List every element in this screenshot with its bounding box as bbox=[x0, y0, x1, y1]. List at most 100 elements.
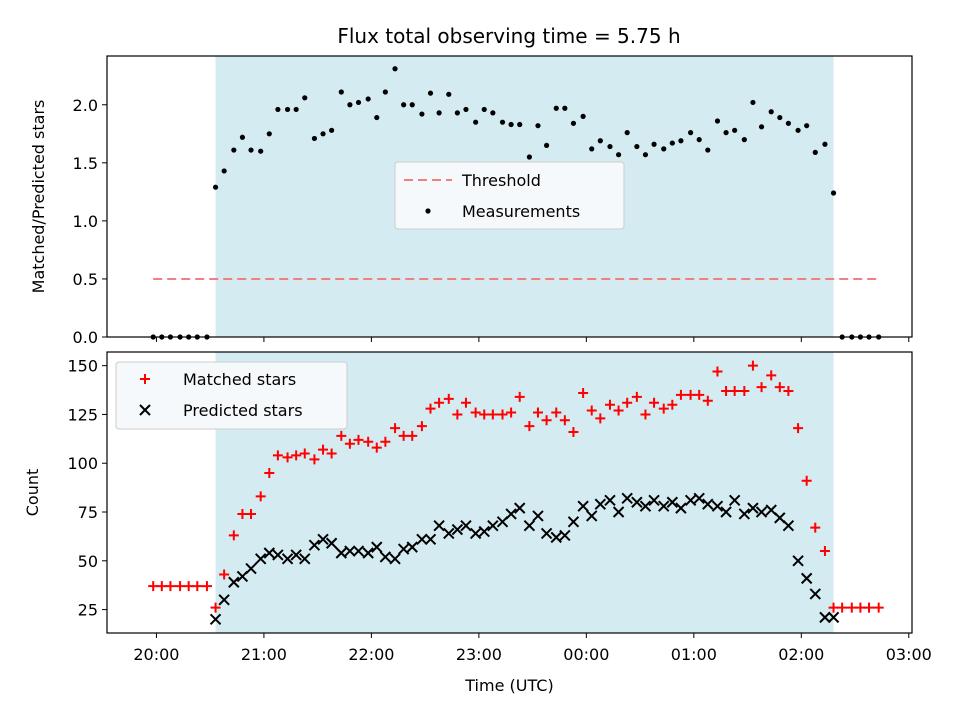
matched-stars-point bbox=[228, 530, 239, 541]
x-tick-label: 01:00 bbox=[671, 645, 717, 664]
x-tick-label: 02:00 bbox=[778, 645, 824, 664]
legend-matched-swatch bbox=[140, 374, 150, 384]
matched-stars-point bbox=[479, 409, 490, 420]
matched-stars-point bbox=[371, 442, 382, 453]
measurements-point bbox=[723, 130, 729, 136]
measurements-point bbox=[409, 102, 415, 108]
predicted-stars-point bbox=[218, 594, 230, 606]
measurements-point bbox=[355, 99, 362, 106]
y-tick-label: 2.0 bbox=[73, 96, 98, 115]
matched-stars-point bbox=[640, 409, 651, 420]
predicted-stars-point bbox=[738, 508, 751, 520]
chart-title: Flux total observing time = 5.75 h bbox=[337, 24, 680, 48]
top-axes-frame bbox=[106, 55, 913, 338]
matched-stars-point bbox=[828, 602, 839, 613]
matched-stars-point bbox=[460, 397, 471, 408]
predicted-stars-point bbox=[559, 529, 571, 542]
predicted-stars-point bbox=[245, 562, 257, 575]
y-tick-label: 75 bbox=[78, 503, 98, 522]
matched-stars-point bbox=[192, 581, 203, 592]
matched-stars-point bbox=[443, 393, 454, 404]
predicted-stars-point bbox=[604, 494, 616, 507]
matched-stars-point bbox=[291, 450, 302, 461]
matched-stars-point bbox=[255, 491, 266, 502]
matched-stars-point bbox=[363, 436, 374, 447]
predicted-stars-point bbox=[658, 500, 670, 512]
measurements-point bbox=[535, 123, 541, 129]
predicted-stars-point bbox=[621, 492, 633, 505]
predicted-stars-point bbox=[594, 498, 607, 510]
measurements-point bbox=[624, 130, 630, 136]
predicted-stars-point bbox=[299, 553, 311, 565]
predicted-stars-point bbox=[532, 510, 544, 522]
predicted-stars-point bbox=[819, 611, 831, 624]
measurements-point bbox=[607, 143, 613, 150]
bottom-panel: 25 50 75 100 125 150 20:00 21:00 22:00 23:00 00:0… bbox=[23, 351, 932, 695]
matched-stars-point bbox=[514, 391, 525, 402]
legend-predicted-swatch bbox=[139, 404, 151, 416]
matched-stars-point bbox=[739, 386, 750, 397]
matched-stars-point bbox=[568, 427, 579, 438]
predicted-stars-point bbox=[272, 549, 284, 561]
matched-stars-point bbox=[685, 389, 696, 400]
y-tick-label: 125 bbox=[67, 405, 98, 424]
measurements-point bbox=[311, 135, 318, 142]
matched-stars-point bbox=[756, 382, 767, 393]
measurements-point bbox=[320, 131, 326, 137]
predicted-stars-point bbox=[433, 519, 445, 532]
predicted-stars-point bbox=[281, 553, 294, 565]
y-tick-label: 100 bbox=[67, 454, 98, 473]
matched-stars-point bbox=[675, 389, 686, 400]
matched-stars-point bbox=[774, 382, 785, 393]
predicted-stars-point bbox=[809, 588, 821, 600]
measurements-point bbox=[714, 118, 721, 124]
matched-stars-point bbox=[326, 448, 337, 459]
matched-stars-point bbox=[631, 391, 642, 402]
measurements-point bbox=[553, 105, 559, 111]
bottom-legend: Matched stars Predicted stars bbox=[115, 361, 348, 430]
matched-stars-point bbox=[559, 415, 570, 426]
predicted-stars-point bbox=[720, 506, 732, 518]
measurements-point bbox=[687, 130, 694, 136]
y-tick-label: 150 bbox=[67, 357, 98, 376]
matched-stars-point bbox=[702, 395, 713, 406]
measurements-point bbox=[543, 142, 550, 149]
measurements-point bbox=[446, 91, 452, 97]
measurements-point bbox=[221, 168, 227, 174]
matched-stars-point bbox=[622, 397, 633, 408]
predicted-stars-point bbox=[827, 611, 840, 624]
y-tick-label: 25 bbox=[78, 601, 98, 620]
measurements-point bbox=[517, 121, 523, 128]
measurements-point bbox=[473, 119, 479, 125]
top-legend: Threshold Measurements bbox=[394, 161, 625, 230]
measurements-point bbox=[597, 138, 603, 144]
predicted-stars-point bbox=[254, 553, 267, 565]
matched-stars-point bbox=[586, 405, 597, 416]
bottom-x-ticks: 20:00 21:00 22:00 23:00 00:00 01:00 02:00 03:00 bbox=[133, 633, 932, 664]
predicted-stars-point bbox=[711, 500, 724, 512]
measurements-point bbox=[732, 127, 738, 133]
predicted-stars-point bbox=[586, 510, 598, 522]
measurements-point bbox=[481, 106, 487, 113]
y-tick-label: 50 bbox=[78, 552, 98, 571]
measurements-point bbox=[419, 111, 425, 117]
measurements-point bbox=[589, 146, 595, 152]
y-tick-label: 0.0 bbox=[73, 328, 98, 347]
top-plot-marks bbox=[150, 66, 882, 340]
x-tick-label: 00:00 bbox=[563, 645, 609, 664]
matched-stars-point bbox=[309, 454, 320, 465]
matched-stars-point bbox=[551, 407, 562, 418]
matched-stars-point bbox=[721, 386, 732, 397]
measurements-point bbox=[661, 146, 667, 152]
predicted-stars-point bbox=[631, 496, 643, 508]
measurements-point bbox=[302, 95, 308, 101]
matched-stars-point bbox=[658, 403, 669, 414]
predicted-stars-point bbox=[397, 543, 410, 555]
x-tick-label: 21:00 bbox=[241, 645, 287, 664]
matched-stars-point bbox=[801, 475, 812, 486]
predicted-stars-point bbox=[505, 508, 517, 520]
measurements-point bbox=[669, 140, 675, 146]
matched-stars-point bbox=[219, 569, 230, 580]
matched-stars-point bbox=[201, 581, 212, 592]
